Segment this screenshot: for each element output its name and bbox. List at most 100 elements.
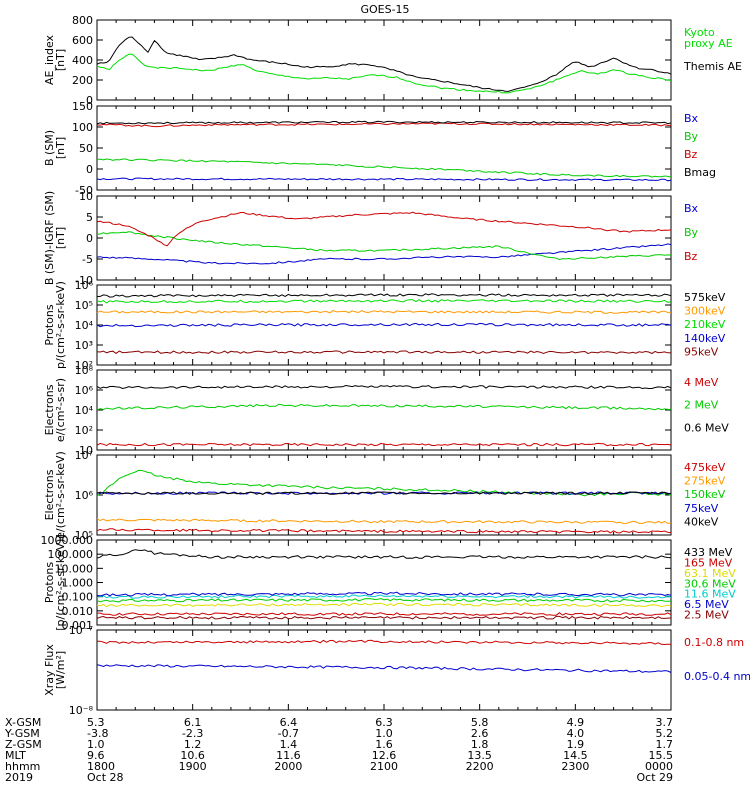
y-axis-label: B (SM)-IGRF (SM)[nT]: [43, 191, 67, 285]
panel-protons: 10²10³10⁴10⁵10⁶Protonsp/(cm²-s-sr-keV)57…: [43, 279, 726, 372]
legend-label: 300keV: [684, 305, 726, 318]
y-axis-label: Electronse/(cm²-s-sr): [43, 378, 67, 442]
series-line-bx: [97, 244, 671, 264]
y-tick-label: 10⁶: [75, 489, 94, 502]
series-line-140kev: [97, 323, 671, 326]
y-axis-label: Xray Flux[W/m²]: [43, 644, 67, 696]
legend-label: 140keV: [684, 332, 726, 345]
legend-label: 475keV: [684, 461, 726, 474]
series-line-433-mev: [97, 550, 671, 559]
y-tick-label: 0: [86, 163, 93, 176]
y-tick-label: 5: [86, 211, 93, 224]
series-line-themis-ae: [97, 37, 671, 91]
y-tick-label: 10⁴: [75, 319, 94, 332]
panel-frame: [97, 20, 671, 100]
legend-label: By: [684, 226, 699, 239]
series-line-by: [97, 159, 671, 177]
legend-label: 575keV: [684, 291, 726, 304]
y-tick-label: 0: [86, 232, 93, 245]
footer-row-label: 2019: [5, 771, 33, 784]
y-tick-label: 200: [72, 74, 93, 87]
series-line-bmag: [97, 121, 671, 124]
legend-label: Bz: [684, 148, 698, 161]
series-line-95kev: [97, 351, 671, 354]
y-tick-label: 400: [72, 54, 93, 67]
y-tick-label: 10²: [75, 424, 93, 437]
panel-electrons2: 10⁵10⁶10⁷Electronse/(cm²-s-sr-keV)475keV…: [43, 449, 726, 542]
y-tick-label: 150: [72, 100, 93, 113]
footer-value: Oct 28: [87, 771, 124, 784]
legend-label: 150keV: [684, 488, 726, 501]
y-tick-label: 10⁻⁷: [69, 624, 93, 637]
legend-label: Bz: [684, 250, 698, 263]
series-line-30.6-mev: [97, 599, 671, 602]
legend-label: 2.5 MeV: [684, 609, 729, 622]
panel-frame: [97, 540, 671, 625]
series-line-210kev: [97, 300, 671, 303]
y-tick-label: -5: [82, 253, 93, 266]
footer-value: Oct 29: [636, 771, 673, 784]
legend-label: 0.6 MeV: [684, 421, 729, 434]
series-line-0.05-0.4-nm: [97, 665, 671, 673]
legend-label: Bmag: [684, 166, 716, 179]
series-line-11.6-mev: [97, 595, 671, 598]
figure-title: GOES-15: [360, 3, 409, 16]
legend-label: Bx: [684, 202, 699, 215]
footer-value: 2100: [370, 760, 398, 773]
y-tick-label: 600: [72, 34, 93, 47]
y-tick-label: 10⁶: [75, 384, 94, 397]
footer-value: 2000: [274, 760, 302, 773]
y-axis-label: Protonsp/(cm²-s-sr-keV): [43, 281, 67, 369]
series-line-bx: [97, 178, 671, 181]
legend-label: 75keV: [684, 502, 719, 515]
y-tick-label: 10³: [75, 339, 93, 352]
footer-value: 2300: [561, 760, 589, 773]
legend-label: Bx: [684, 112, 699, 125]
legend-label: Themis AE: [683, 60, 742, 73]
y-tick-label: 100: [72, 121, 93, 134]
panel-frame: [97, 370, 671, 450]
legend-label: 0.1-0.8 nm: [684, 636, 744, 649]
series-line-bz: [97, 212, 671, 246]
series-line-275kev: [97, 519, 671, 524]
series-line-2-mev: [97, 404, 671, 410]
series-line-575kev: [97, 294, 671, 297]
footer-value: 2200: [466, 760, 494, 773]
y-axis-label: AE_index[nT]: [43, 34, 67, 85]
y-tick-label: 10⁷: [75, 449, 93, 462]
series-line-300kev: [97, 311, 671, 314]
legend-label: 95keV: [684, 345, 719, 358]
panel-protons2: 0.0010.0100.1001.00010.000100.0001000.00…: [41, 534, 737, 632]
y-tick-label: 50: [79, 142, 93, 155]
series-line-by: [97, 232, 671, 260]
footer-value: 1900: [179, 760, 207, 773]
y-tick-label: 10⁵: [75, 299, 93, 312]
y-axis-label: Electronse/(cm²-s-sr-keV): [43, 451, 67, 539]
legend-label: By: [684, 130, 699, 143]
panel-frame: [97, 196, 671, 280]
series-line-0.1-0.8-nm: [97, 640, 671, 644]
y-tick-label: 10⁴: [75, 404, 94, 417]
y-tick-label: 10⁶: [75, 279, 94, 292]
series-line-6.5-mev: [97, 592, 671, 596]
series-line-2.5-mev: [97, 616, 671, 619]
legend-label: 40keV: [684, 515, 719, 528]
y-tick-label: 10⁸: [75, 364, 94, 377]
legend-label: 0.05-0.4 nm: [684, 670, 750, 683]
legend-label: 275keV: [684, 475, 726, 488]
legend-label: 2 MeV: [684, 399, 719, 412]
y-axis-label: B (SM)[nT]: [43, 130, 67, 166]
ephemeris-footer: X-GSMY-GSMZ-GSMMLThhmm20195.3-3.81.09.61…: [4, 716, 673, 784]
series-line-63.1-mev: [97, 603, 671, 607]
y-tick-label: 10: [79, 190, 93, 203]
legend-label: 4 MeV: [684, 376, 719, 389]
